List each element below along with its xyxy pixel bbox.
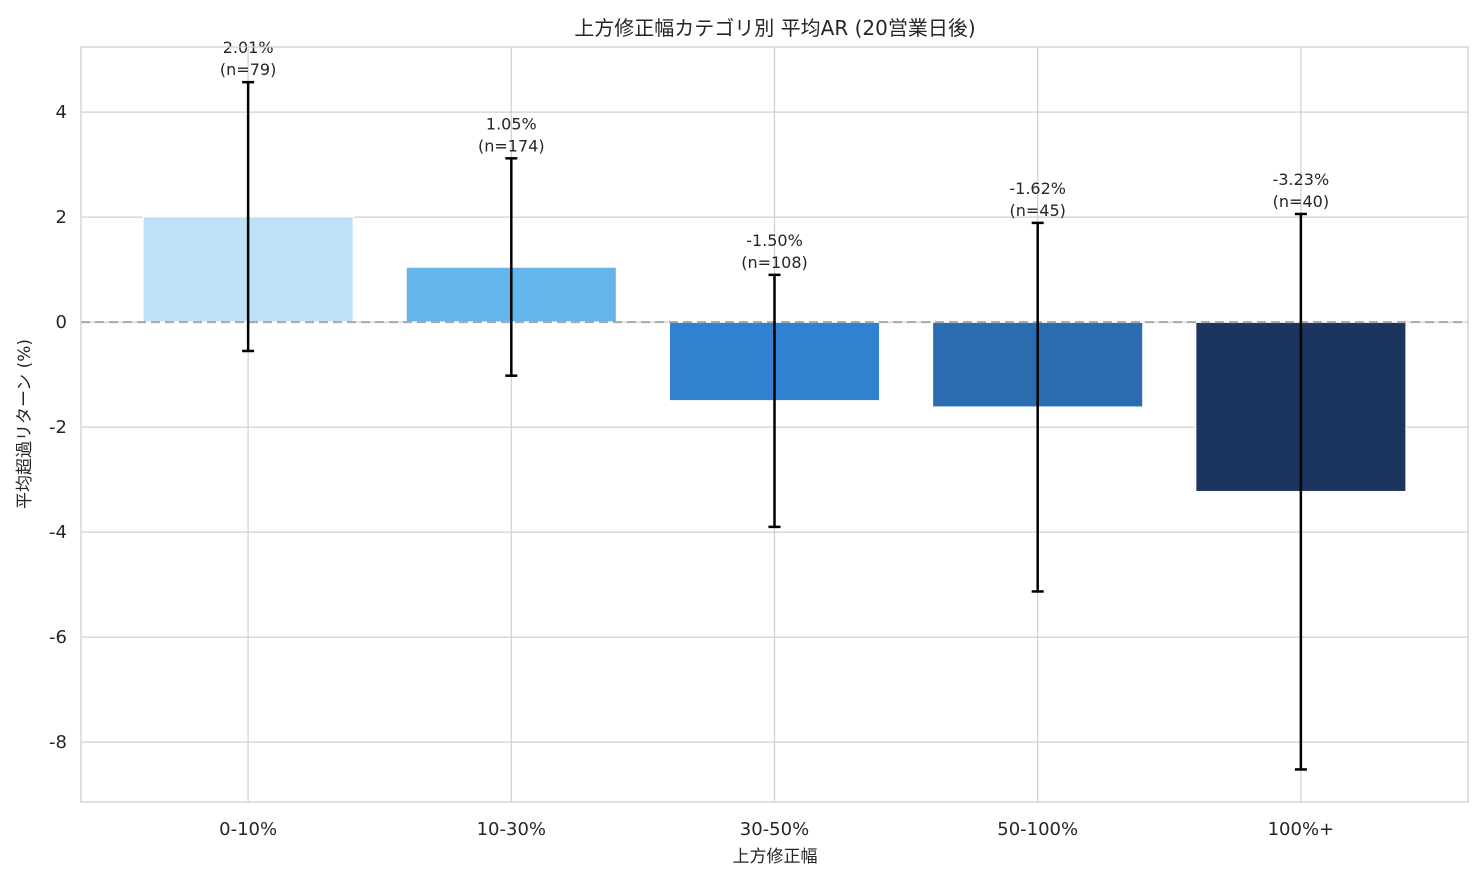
tick-labels: -8 -6 -4 -2 0 2 4 0-10% 10-30% 30-50% 50-100% 100%+ [49, 102, 1334, 840]
value-label: -3.23% [1273, 170, 1330, 189]
y-tick-label: 0 [56, 312, 67, 333]
y-tick-label: -8 [49, 732, 67, 753]
count-label: (n=79) [220, 60, 276, 79]
count-label: (n=174) [478, 136, 545, 155]
count-label: (n=45) [1009, 201, 1065, 220]
y-tick-label: 4 [56, 102, 67, 123]
data-labels: 2.01% (n=79) 1.05% (n=174) -1.50% (n=108) -1.6… [220, 38, 1329, 272]
count-label: (n=108) [741, 253, 808, 272]
x-tick-label: 0-10% [219, 819, 277, 840]
y-tick-label: -6 [49, 627, 67, 648]
count-label: (n=40) [1273, 192, 1329, 211]
chart-title: 上方修正幅カテゴリ別 平均AR (20営業日後) [574, 16, 975, 40]
y-tick-label: -4 [49, 522, 67, 543]
error-bars [242, 80, 1307, 771]
value-label: 2.01% [223, 38, 274, 57]
y-tick-label: 2 [56, 207, 67, 228]
value-label: -1.50% [746, 231, 803, 250]
x-tick-label: 100%+ [1268, 819, 1335, 840]
value-label: -1.62% [1009, 179, 1066, 198]
plot-frame [80, 46, 1469, 803]
x-axis-label: 上方修正幅 [733, 847, 818, 867]
x-tick-label: 10-30% [477, 819, 546, 840]
value-label: 1.05% [486, 114, 537, 133]
x-tick-label: 50-100% [997, 819, 1078, 840]
y-tick-label: -2 [49, 417, 67, 438]
y-axis-label: 平均超過リターン (%) [15, 339, 35, 509]
x-tick-label: 30-50% [740, 819, 809, 840]
